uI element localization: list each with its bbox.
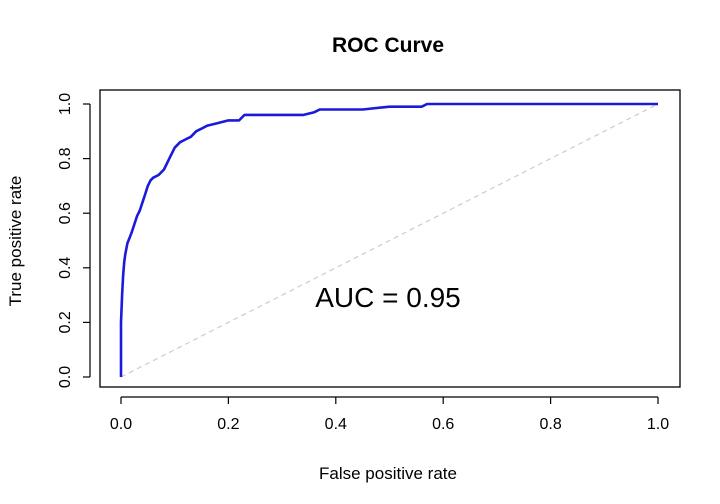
x-axis-label: False positive rate <box>319 464 457 483</box>
y-tick-label: 1.0 <box>57 93 74 115</box>
series-layer <box>119 102 659 378</box>
y-tick-label: 0.0 <box>57 366 74 388</box>
x-tick-label: 1.0 <box>647 416 669 433</box>
x-tick-label: 0.6 <box>432 416 454 433</box>
x-tick-label: 0.0 <box>110 416 132 433</box>
x-tick-label: 0.4 <box>325 416 347 433</box>
y-axis: 0.0 0.2 0.4 0.6 0.8 1.0 <box>57 93 91 388</box>
reference-diagonal-line <box>120 103 659 378</box>
x-axis: 0.0 0.2 0.4 0.6 0.8 1.0 <box>110 396 669 433</box>
plot-frame <box>99 89 681 388</box>
y-tick-label: 0.8 <box>57 147 74 169</box>
chart-title: ROC Curve <box>332 34 444 57</box>
roc-curve-line <box>119 102 658 377</box>
y-axis-label: True positive rate <box>6 176 25 307</box>
y-tick-label: 0.6 <box>57 202 74 224</box>
y-tick-label: 0.2 <box>57 311 74 333</box>
auc-annotation: AUC = 0.95 <box>315 282 461 313</box>
y-tick-label: 0.4 <box>57 257 74 279</box>
x-tick-label: 0.2 <box>217 416 239 433</box>
x-tick-label: 0.8 <box>539 416 561 433</box>
